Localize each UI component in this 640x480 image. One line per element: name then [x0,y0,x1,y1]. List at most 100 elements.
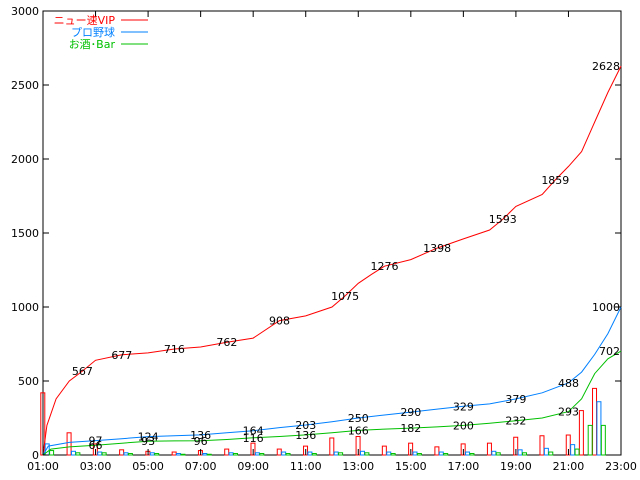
bar-1 [592,387,598,456]
series-line-2 [42,306,622,456]
bar-1 [578,410,584,456]
data-labels-layer: 567 677 716 762 908 1075 1276 1398 1593 1859 2628 9… [72,60,620,452]
x-tick-label: 21:00 [553,460,585,473]
data-label-2: 250 [348,412,369,425]
bar-3 [233,453,239,456]
bar-3 [443,453,449,456]
y-tick-label: 3000 [11,5,39,18]
data-label-3: 232 [505,415,526,428]
data-label-3: 293 [558,406,579,419]
bar-2 [465,451,471,456]
x-axis: 01:00 03:00 05:00 07:00 09:00 11:00 13:00 15:00… [27,11,637,473]
data-label-1: 1075 [331,290,359,303]
series-line-3 [42,350,622,456]
data-label-3: 66 [89,439,103,452]
data-label-2: 488 [558,377,579,390]
bar-3 [522,452,528,456]
bar-3 [600,424,606,456]
bar-1 [539,435,545,456]
data-label-1: 1398 [423,242,451,255]
bars-layer [40,387,606,456]
bar-2 [70,450,76,456]
bar-1 [329,437,335,456]
x-tick-label: 19:00 [500,460,532,473]
y-tick-label: 500 [18,375,39,388]
y-tick-label: 2000 [11,153,39,166]
bar-1 [381,445,387,456]
bar-1 [434,446,440,456]
bar-3 [469,453,475,456]
bar-2 [491,450,497,456]
bar-3 [574,448,580,456]
data-label-2: 379 [505,393,526,406]
data-label-2: 136 [190,429,211,442]
bar-3 [285,453,291,456]
bar-3 [416,453,422,456]
x-tick-label: 11:00 [290,460,322,473]
legend-label-3: お酒･Bar [69,38,116,51]
bar-3 [364,452,370,456]
data-label-1: 762 [216,336,237,349]
y-tick-label: 0 [32,449,39,462]
bar-2 [596,401,602,456]
bar-2 [570,444,576,456]
x-tick-label: 05:00 [132,460,164,473]
bar-3 [75,452,81,456]
bar-3 [390,453,396,456]
x-tick-label: 07:00 [185,460,217,473]
data-label-2: 164 [243,425,264,438]
x-tick-label: 15:00 [395,460,427,473]
data-label-2: 1000 [592,301,620,314]
bar-2 [412,451,418,456]
data-label-3: 166 [348,424,369,437]
x-tick-label: 01:00 [27,460,59,473]
bar-2 [333,451,339,456]
bar-2 [176,453,182,456]
bar-3 [49,450,55,456]
bar-2 [228,452,234,456]
data-label-3: 93 [141,435,155,448]
bar-3 [338,452,344,456]
bar-1 [276,448,282,456]
data-label-2: 203 [295,419,316,432]
bar-2 [97,451,103,456]
x-tick-label: 17:00 [448,460,480,473]
bar-2 [123,452,129,456]
legend-label-1: ニュー速VIP [54,14,116,27]
bar-1 [486,442,492,456]
y-tick-label: 1500 [11,227,39,240]
data-label-2: 124 [138,431,159,444]
bar-2 [386,451,392,456]
data-label-3: 200 [453,419,474,432]
data-label-1: 908 [269,315,290,328]
data-label-2: 290 [400,406,421,419]
series-line-1 [42,65,622,456]
x-tick-label: 13:00 [342,460,374,473]
data-label-3: 702 [599,345,620,358]
data-label-1: 2628 [592,60,620,73]
data-label-1: 567 [72,365,93,378]
bar-2 [281,451,287,456]
bar-2 [307,451,313,456]
bar-3 [154,453,160,456]
bar-1 [171,451,177,456]
legend-label-2: プロ野球 [71,25,115,39]
bar-3 [587,424,593,456]
bar-3 [259,453,265,456]
data-label-1: 716 [164,343,185,356]
bar-3 [101,452,107,456]
data-label-1: 1276 [371,260,399,273]
bar-2 [359,450,365,456]
data-label-1: 677 [111,349,132,362]
bar-3 [311,453,317,456]
y-tick-label: 2500 [11,79,39,92]
data-label-3: 136 [295,429,316,442]
bar-2 [438,451,444,456]
bar-3 [548,451,554,456]
data-label-1: 1593 [489,213,517,226]
bar-2 [517,449,523,456]
lines-layer [42,65,622,456]
bar-3 [206,453,212,456]
bar-2 [149,452,155,456]
